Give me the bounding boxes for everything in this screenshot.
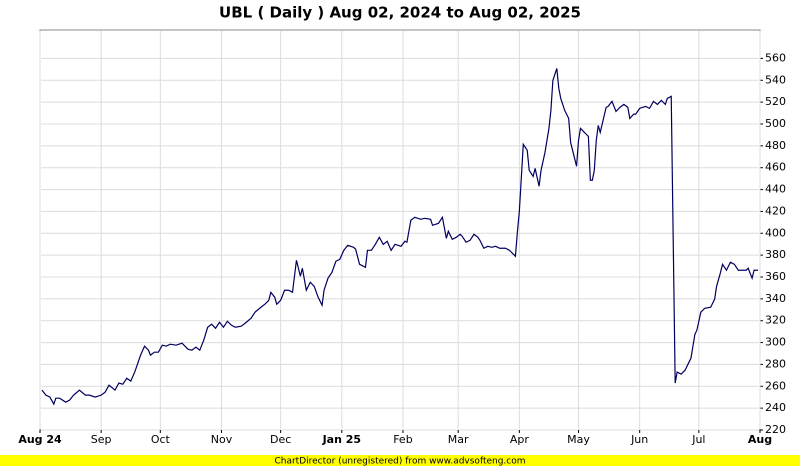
y-tick-label: 540 xyxy=(765,73,786,86)
x-tick-label: Aug xyxy=(748,433,772,446)
y-tick-label: 220 xyxy=(765,423,786,436)
x-tick-label: Jan 25 xyxy=(322,433,361,446)
x-tick-label: Apr xyxy=(510,433,530,446)
y-tick-label: 440 xyxy=(765,183,786,196)
x-tick-label: Feb xyxy=(393,433,412,446)
y-tick-label: 320 xyxy=(765,314,786,327)
y-tick-label: 560 xyxy=(765,51,786,64)
y-tick-label: 360 xyxy=(765,270,786,283)
x-tick-label: Jul xyxy=(691,433,705,446)
x-tick-label: May xyxy=(567,433,590,446)
x-tick-label: Aug 24 xyxy=(18,433,62,446)
x-tick-label: Jun xyxy=(630,433,648,446)
y-tick-label: 500 xyxy=(765,117,786,130)
x-tick-label: Mar xyxy=(448,433,469,446)
footer: ChartDirector (unregistered) from www.ad… xyxy=(274,457,525,466)
y-tick-label: 300 xyxy=(765,336,786,349)
chart-title: UBL ( Daily ) Aug 02, 2024 to Aug 02, 20… xyxy=(219,4,581,22)
y-tick-label: 420 xyxy=(765,204,786,217)
y-tick-label: 260 xyxy=(765,379,786,392)
y-tick-label: 240 xyxy=(765,401,786,414)
y-tick-label: 280 xyxy=(765,357,786,370)
y-tick-label: 480 xyxy=(765,139,786,152)
y-tick-label: 340 xyxy=(765,292,786,305)
y-tick-label: 400 xyxy=(765,226,786,239)
x-tick-label: Sep xyxy=(91,433,112,446)
y-tick-label: 460 xyxy=(765,161,786,174)
x-tick-label: Dec xyxy=(270,433,291,446)
y-tick-label: 380 xyxy=(765,248,786,261)
x-tick-label: Nov xyxy=(211,433,233,446)
y-tick-label: 520 xyxy=(765,95,786,108)
plot-area xyxy=(39,29,761,431)
x-tick-label: Oct xyxy=(151,433,171,446)
footer-bar xyxy=(0,455,800,466)
price-line xyxy=(41,68,759,406)
